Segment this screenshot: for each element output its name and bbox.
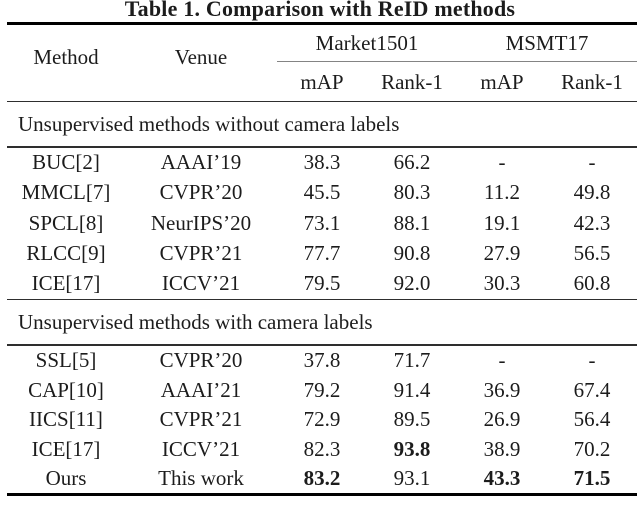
table-row: ICE[17] ICCV’21 82.3 93.8 38.9 70.2: [7, 434, 637, 464]
market-rank1-cell: 90.8: [393, 241, 431, 266]
venue-cell: ICCV’21: [161, 436, 241, 461]
market-rank1-cell: 92.0: [393, 271, 431, 296]
market-map-cell: 45.5: [303, 180, 341, 205]
method-cell: SPCL[8]: [28, 210, 104, 235]
market-map-cell: 38.3: [303, 150, 341, 175]
bottom-rule: [7, 493, 637, 496]
table-row: BUC[2] AAAI’19 38.3 66.2 - -: [7, 148, 637, 178]
column-group-msmt17: MSMT17: [505, 31, 589, 55]
market-map-cell: 72.9: [303, 407, 341, 432]
market-map-cell: 79.2: [303, 377, 341, 402]
venue-cell: ICCV’21: [161, 271, 241, 296]
column-header-msmt-rank1: Rank-1: [561, 70, 623, 94]
msmt-map-cell: 36.9: [483, 377, 521, 402]
market-rank1-cell: 66.2: [393, 150, 431, 175]
msmt-map-cell: 38.9: [483, 436, 521, 461]
column-header-method: Method: [33, 45, 99, 69]
market-map-cell: 82.3: [303, 436, 341, 461]
market-rank1-cell: 93.1: [393, 466, 431, 491]
section-2-rows: SSL[5] CVPR’20 37.8 71.7 - - CAP[10] AAA…: [7, 346, 637, 494]
section-header-without-camera-labels: Unsupervised methods without camera labe…: [18, 111, 400, 136]
market-map-cell: 79.5: [303, 271, 341, 296]
method-cell: MMCL[7]: [21, 180, 111, 205]
msmt-rank1-cell: 56.5: [573, 241, 611, 266]
table-row: CAP[10] AAAI’21 79.2 91.4 36.9 67.4: [7, 375, 637, 405]
msmt-map-cell: -: [498, 150, 506, 175]
top-rule: [7, 22, 637, 25]
market-rank1-cell: 71.7: [393, 348, 431, 373]
table-row: SPCL[8] NeurIPS’20 73.1 88.1 19.1 42.3: [7, 208, 637, 238]
section-rule: [7, 344, 637, 346]
msmt-rank1-cell: 56.4: [573, 407, 611, 432]
section-rule: [7, 146, 637, 148]
table-row: MMCL[7] CVPR’20 45.5 80.3 11.2 49.8: [7, 178, 637, 208]
column-header-msmt-map: mAP: [480, 70, 524, 94]
table-row-ours: Ours This work 83.2 93.1 43.3 71.5: [7, 464, 637, 494]
table-row: IICS[11] CVPR’21 72.9 89.5 26.9 56.4: [7, 405, 637, 435]
method-cell: RLCC[9]: [26, 241, 106, 266]
column-group-market1501: Market1501: [315, 31, 419, 55]
table-row: RLCC[9] CVPR’21 77.7 90.8 27.9 56.5: [7, 238, 637, 268]
msmt-map-cell: 27.9: [483, 241, 521, 266]
group-underline-rule: [277, 60, 637, 62]
venue-cell: AAAI’19: [160, 150, 242, 175]
method-cell: CAP[10]: [28, 377, 104, 402]
market-map-cell: 83.2: [303, 466, 341, 491]
msmt-rank1-cell: 42.3: [573, 210, 611, 235]
method-cell: SSL[5]: [35, 348, 97, 373]
msmt-map-cell: 30.3: [483, 271, 521, 296]
section-rule: [7, 298, 637, 301]
market-rank1-cell: 93.8: [393, 436, 431, 461]
venue-cell: AAAI’21: [160, 377, 242, 402]
column-header-venue: Venue: [174, 45, 228, 69]
column-header-market-rank1: Rank-1: [381, 70, 443, 94]
venue-cell: CVPR’20: [159, 348, 243, 373]
market-rank1-cell: 91.4: [393, 377, 431, 402]
table-caption: Table 1. Comparison with ReID methods: [124, 0, 516, 21]
section-1-rows: BUC[2] AAAI’19 38.3 66.2 - - MMCL[7] CVP…: [7, 148, 637, 299]
msmt-map-cell: 43.3: [483, 466, 521, 491]
column-header-market-map: mAP: [300, 70, 344, 94]
market-map-cell: 37.8: [303, 348, 341, 373]
table-row: SSL[5] CVPR’20 37.8 71.7 - -: [7, 346, 637, 376]
method-cell: Ours: [45, 466, 87, 491]
method-cell: ICE[17]: [31, 271, 101, 296]
venue-cell: CVPR’20: [159, 180, 243, 205]
method-cell: ICE[17]: [31, 436, 101, 461]
method-cell: BUC[2]: [32, 150, 100, 175]
market-rank1-cell: 80.3: [393, 180, 431, 205]
msmt-rank1-cell: -: [588, 348, 596, 373]
msmt-map-cell: 19.1: [483, 210, 521, 235]
market-rank1-cell: 89.5: [393, 407, 431, 432]
msmt-map-cell: 26.9: [483, 407, 521, 432]
msmt-rank1-cell: 71.5: [573, 466, 611, 491]
market-rank1-cell: 88.1: [393, 210, 431, 235]
msmt-rank1-cell: -: [588, 150, 596, 175]
msmt-rank1-cell: 49.8: [573, 180, 611, 205]
header-rule: [7, 100, 637, 102]
method-cell: IICS[11]: [29, 407, 103, 432]
market-map-cell: 77.7: [303, 241, 341, 266]
venue-cell: NeurIPS’20: [150, 210, 252, 235]
table-row: ICE[17] ICCV’21 79.5 92.0 30.3 60.8: [7, 269, 637, 299]
msmt-map-cell: -: [498, 348, 506, 373]
section-header-with-camera-labels: Unsupervised methods with camera labels: [18, 309, 373, 334]
venue-cell: This work: [158, 466, 244, 491]
msmt-rank1-cell: 70.2: [573, 436, 611, 461]
venue-cell: CVPR’21: [159, 407, 243, 432]
msmt-rank1-cell: 67.4: [573, 377, 611, 402]
venue-cell: CVPR’21: [159, 241, 243, 266]
reid-comparison-table: Method Venue Market1501 MSMT17 mAP Rank-…: [7, 22, 637, 496]
msmt-map-cell: 11.2: [484, 180, 520, 205]
market-map-cell: 73.1: [303, 210, 341, 235]
table-header: Method Venue Market1501 MSMT17 mAP Rank-…: [7, 25, 637, 101]
msmt-rank1-cell: 60.8: [573, 271, 611, 296]
